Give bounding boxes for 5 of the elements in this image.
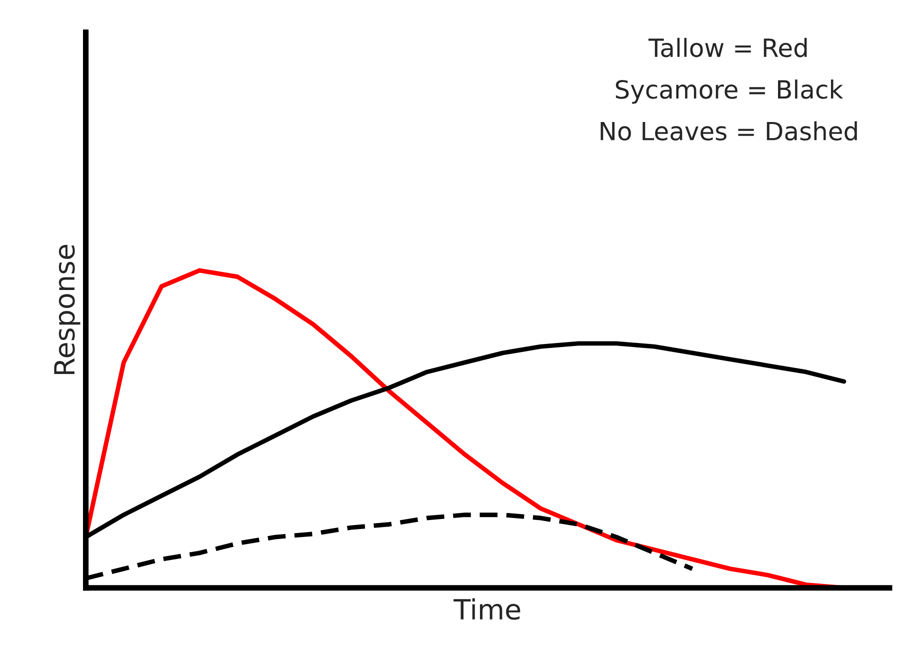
text: Tallow = Red [648,38,807,58]
text: Sycamore = Black [616,80,844,104]
x-axis-title: Time [454,598,520,620]
text: No Leaves = Dashed [600,121,857,141]
y-axis-title: Response [54,244,80,374]
